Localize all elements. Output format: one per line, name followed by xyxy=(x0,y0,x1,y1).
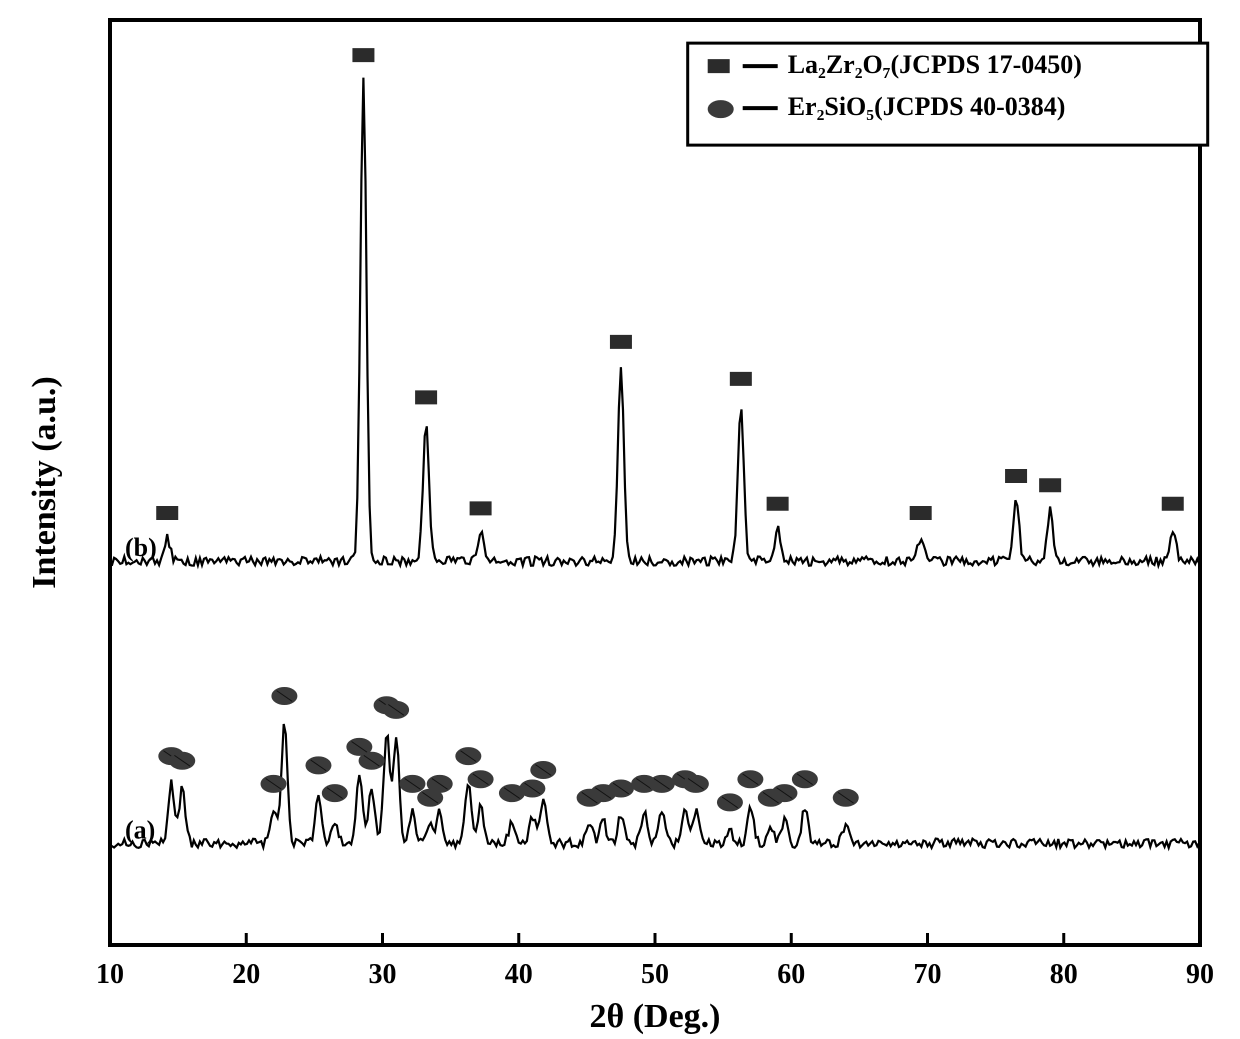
svg-text:(a): (a) xyxy=(125,815,155,844)
svg-text:70: 70 xyxy=(914,959,942,990)
chart-svg: 10 20 30 40 50 60 70 80 90 2θ (Deg.) Intensity (a.… xyxy=(0,0,1240,1039)
svg-text:90: 90 xyxy=(1186,959,1214,990)
svg-text:60: 60 xyxy=(777,959,805,990)
svg-text:30: 30 xyxy=(369,959,397,990)
svg-text:80: 80 xyxy=(1050,959,1078,990)
svg-text:20: 20 xyxy=(232,959,260,990)
svg-text:La₂Zr₂O₇(JCPDS 17-0450): La₂Zr₂O₇(JCPDS 17-0450) xyxy=(788,50,1082,79)
svg-text:40: 40 xyxy=(505,959,533,990)
svg-text:2θ (Deg.): 2θ (Deg.) xyxy=(589,998,720,1035)
svg-text:Er₂SiO₅(JCPDS 40-0384): Er₂SiO₅(JCPDS 40-0384) xyxy=(788,92,1066,121)
svg-text:(b): (b) xyxy=(125,533,157,562)
svg-text:Intensity (a.u.): Intensity (a.u.) xyxy=(26,376,63,589)
xrd-chart: 10 20 30 40 50 60 70 80 90 2θ (Deg.) Intensity (a.… xyxy=(0,0,1240,1039)
svg-text:10: 10 xyxy=(96,959,124,990)
svg-text:50: 50 xyxy=(641,959,669,990)
